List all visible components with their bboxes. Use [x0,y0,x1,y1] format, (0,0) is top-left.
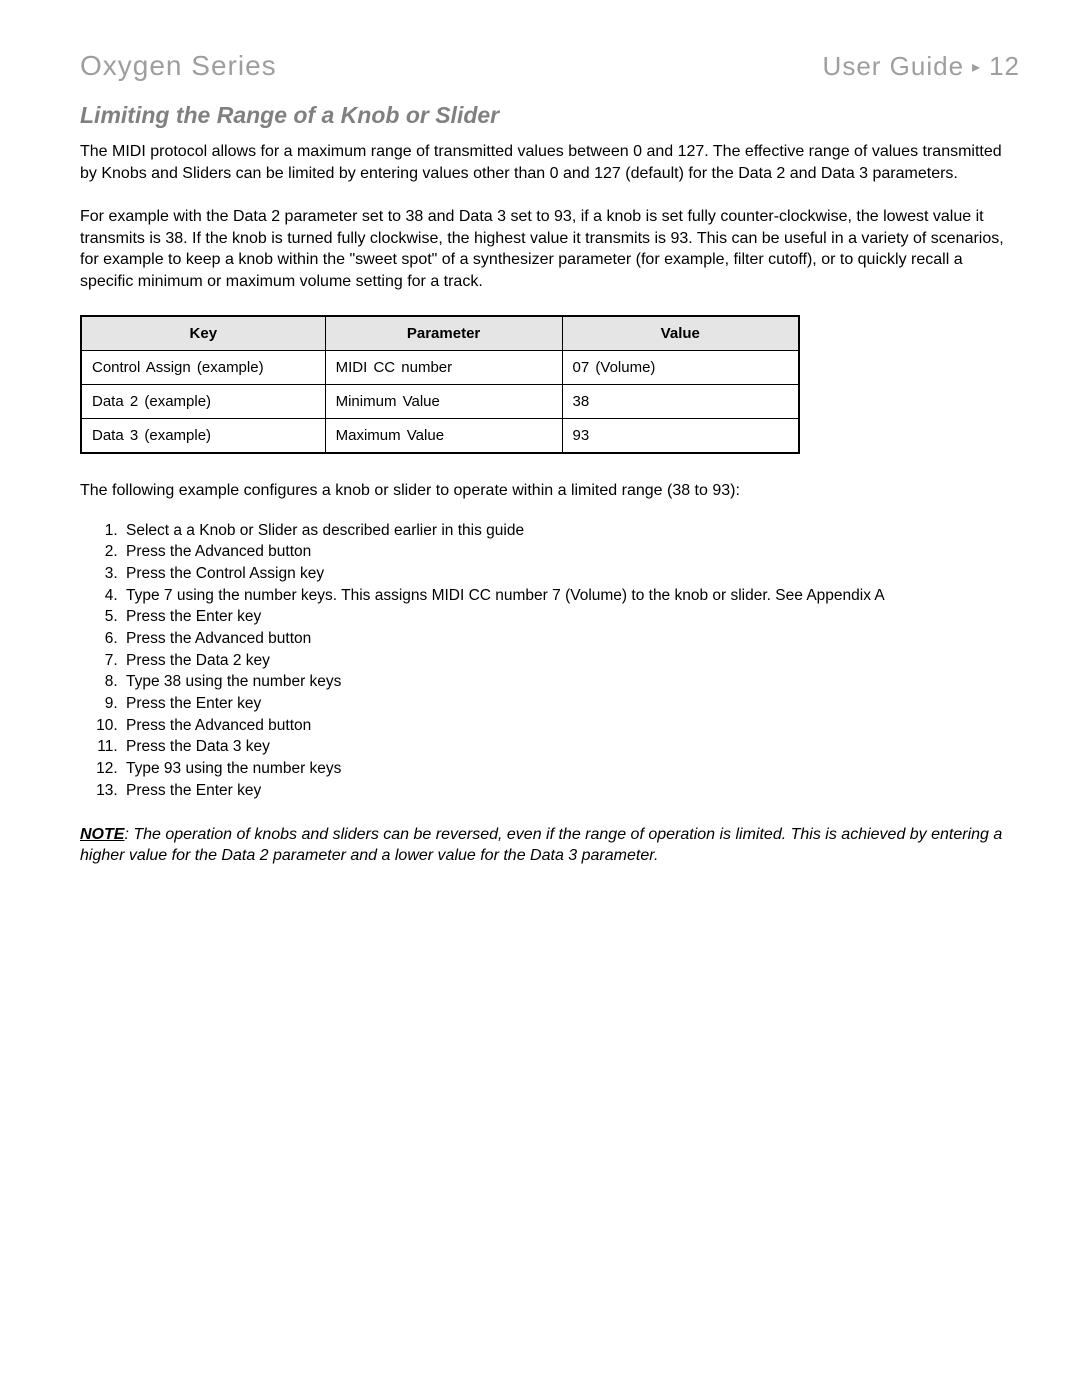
step-item: Press the Enter key [122,780,1020,802]
header-page-number: 12 [989,51,1020,82]
step-item: Press the Enter key [122,606,1020,628]
table-row: Control Assign (example) MIDI CC number … [81,350,799,384]
table-header-value: Value [562,316,799,351]
step-item: Press the Advanced button [122,715,1020,737]
step-item: Select a a Knob or Slider as described e… [122,520,1020,542]
table-row: Data 3 (example) Maximum Value 93 [81,418,799,453]
table-header-row: Key Parameter Value [81,316,799,351]
header-product: Oxygen Series [80,50,277,82]
table-cell: 93 [562,418,799,453]
step-item: Type 7 using the number keys. This assig… [122,585,1020,607]
table-row: Data 2 (example) Minimum Value 38 [81,384,799,418]
step-item: Press the Data 2 key [122,650,1020,672]
table-cell: Data 2 (example) [81,384,325,418]
table-cell: Maximum Value [325,418,562,453]
step-item: Press the Advanced button [122,628,1020,650]
table-cell: 07 (Volume) [562,350,799,384]
table-cell: Control Assign (example) [81,350,325,384]
note: NOTE: The operation of knobs and sliders… [80,824,1020,867]
table-cell: MIDI CC number [325,350,562,384]
step-item: Press the Data 3 key [122,736,1020,758]
step-item: Press the Advanced button [122,541,1020,563]
parameter-table: Key Parameter Value Control Assign (exam… [80,315,800,454]
note-text: : The operation of knobs and sliders can… [80,826,1002,865]
steps-intro: The following example configures a knob … [80,482,1020,500]
paragraph-2: For example with the Data 2 parameter se… [80,206,1020,292]
page: Oxygen Series User Guide ▸ 12 Limiting t… [0,0,1080,1397]
header-guide-label: User Guide [823,51,965,82]
section-title: Limiting the Range of a Knob or Slider [80,102,1020,129]
table-cell: Data 3 (example) [81,418,325,453]
step-item: Type 93 using the number keys [122,758,1020,780]
step-item: Press the Control Assign key [122,563,1020,585]
header-separator-icon: ▸ [972,57,981,77]
step-item: Press the Enter key [122,693,1020,715]
table-header-parameter: Parameter [325,316,562,351]
step-item: Type 38 using the number keys [122,671,1020,693]
note-label: NOTE [80,826,124,843]
table-cell: Minimum Value [325,384,562,418]
header-guide: User Guide ▸ 12 [823,51,1020,82]
steps-list: Select a a Knob or Slider as described e… [100,520,1020,802]
paragraph-1: The MIDI protocol allows for a maximum r… [80,141,1020,184]
page-header: Oxygen Series User Guide ▸ 12 [80,50,1020,82]
table-header-key: Key [81,316,325,351]
table-cell: 38 [562,384,799,418]
